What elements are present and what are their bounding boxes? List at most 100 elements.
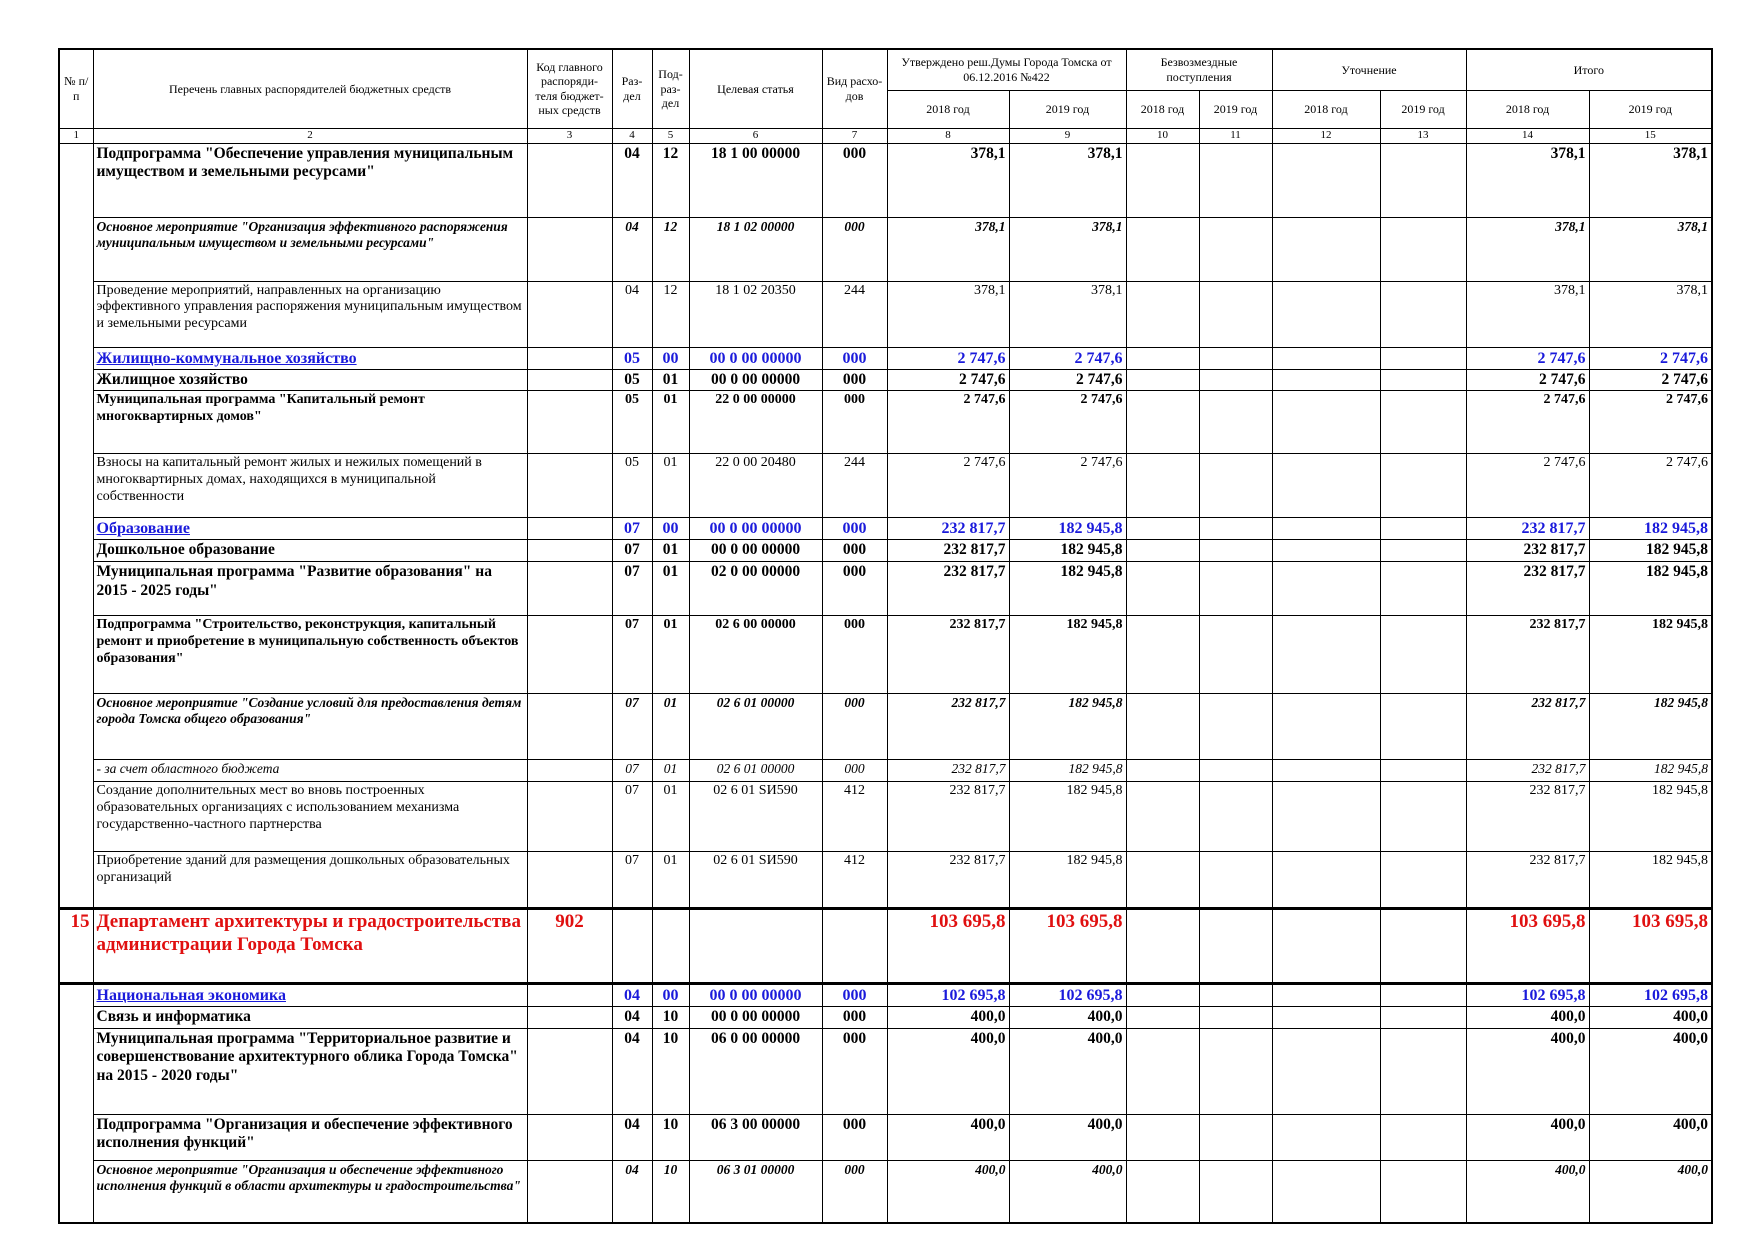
cell: 412	[821, 781, 888, 853]
cell: 06 0 00 00000	[688, 1027, 823, 1115]
cell	[59, 539, 94, 562]
cell: 00 0 00 00000	[688, 346, 823, 370]
cell	[1379, 142, 1467, 218]
header-group: Итого	[1465, 48, 1713, 91]
cell	[1125, 1159, 1200, 1224]
cell: 378,1	[886, 216, 1010, 282]
cell: 2 747,6	[1588, 390, 1713, 455]
cell	[59, 1028, 94, 1115]
cell: 000	[821, 142, 888, 218]
cell	[1379, 759, 1467, 783]
cell: 04	[611, 983, 653, 1008]
cell	[1198, 1159, 1273, 1224]
cell: 232 817,7	[886, 517, 1010, 541]
cell: 102 695,8	[1588, 983, 1713, 1008]
cell	[1271, 615, 1381, 695]
header-year: 2019 год	[1008, 89, 1127, 129]
cell: 378,1	[886, 142, 1010, 218]
cell	[1125, 615, 1200, 695]
cell	[1198, 539, 1273, 563]
cell	[59, 983, 94, 1007]
cell	[1198, 453, 1273, 519]
cell: 232 817,7	[1465, 759, 1590, 783]
column-number: 5	[651, 127, 690, 144]
cell	[1271, 851, 1381, 910]
column-number: 14	[1465, 127, 1590, 144]
cell: 15	[59, 907, 94, 986]
cell: Основное мероприятие "Организация и обес…	[92, 1159, 528, 1224]
cell	[1198, 390, 1273, 455]
cell	[1379, 216, 1467, 282]
cell: 378,1	[1465, 280, 1590, 348]
cell: 182 945,8	[1588, 851, 1713, 910]
cell	[1379, 1027, 1467, 1115]
cell: 182 945,8	[1008, 851, 1127, 910]
cell: 2 747,6	[1465, 453, 1590, 519]
cell: Муниципальная программа "Капитальный рем…	[92, 390, 528, 455]
cell: 2 747,6	[1465, 368, 1590, 392]
cell: Муниципальная программа "Развитие образо…	[92, 561, 528, 617]
cell: 000	[821, 983, 888, 1008]
cell: 000	[821, 615, 888, 695]
column-number: 10	[1125, 127, 1200, 144]
cell	[59, 347, 94, 370]
cell	[59, 781, 94, 852]
cell: 06 3 00 00000	[688, 1113, 823, 1161]
cell	[1271, 390, 1381, 455]
cell	[1198, 346, 1273, 370]
cell	[1198, 759, 1273, 783]
cell	[1271, 781, 1381, 853]
cell: 00 0 00 00000	[688, 1006, 823, 1029]
cell: 400,0	[1008, 1027, 1127, 1115]
cell	[1379, 453, 1467, 519]
cell	[1271, 1113, 1381, 1161]
cell: 000	[821, 561, 888, 617]
cell: 04	[611, 1006, 653, 1029]
cell: Взносы на капитальный ремонт жилых и неж…	[92, 453, 528, 519]
cell: 902	[526, 907, 613, 986]
cell	[1271, 907, 1381, 986]
cell	[526, 1113, 613, 1161]
cell	[1379, 983, 1467, 1008]
cell: 00 0 00 00000	[688, 539, 823, 563]
cell: 10	[651, 1027, 690, 1115]
cell: 000	[821, 368, 888, 392]
cell	[1379, 280, 1467, 348]
cell	[1198, 615, 1273, 695]
header-cell: № п/п	[58, 48, 94, 129]
cell: 2 747,6	[1008, 346, 1127, 370]
cell: 07	[611, 539, 653, 563]
cell	[1198, 1027, 1273, 1115]
cell	[59, 759, 94, 782]
cell	[1125, 759, 1200, 783]
cell: 2 747,6	[1465, 346, 1590, 370]
cell: 182 945,8	[1008, 759, 1127, 783]
cell	[1198, 851, 1273, 910]
cell	[59, 561, 94, 616]
cell	[1271, 453, 1381, 519]
cell: 400,0	[1008, 1159, 1127, 1224]
header-group: Безвозмездные поступления	[1125, 48, 1273, 91]
table-row: Подпрограмма "Организация и обеспечение …	[59, 1113, 1713, 1161]
cell: 02 6 01 SИ590	[688, 781, 823, 853]
cell: 07	[611, 759, 653, 783]
cell	[526, 390, 613, 455]
table-row: Связь и информатика 04 10 00 0 00 00000 000 4…	[59, 1006, 1713, 1029]
cell: 02 6 01 00000	[688, 759, 823, 783]
cell: 232 817,7	[886, 693, 1010, 761]
cell: 103 695,8	[886, 907, 1010, 986]
cell: Подпрограмма "Организация и обеспечение …	[92, 1113, 528, 1161]
cell: 01	[651, 615, 690, 695]
cell: 01	[651, 453, 690, 519]
cell: 400,0	[1465, 1027, 1590, 1115]
cell: 2 747,6	[886, 453, 1010, 519]
cell: 01	[651, 368, 690, 392]
cell: 244	[821, 280, 888, 348]
cell	[1271, 1006, 1381, 1029]
cell: Связь и информатика	[92, 1006, 528, 1029]
cell: 2 747,6	[1008, 390, 1127, 455]
table-row: Муниципальная программа "Территориальное…	[59, 1027, 1713, 1115]
cell: 400,0	[1588, 1027, 1713, 1115]
cell: 05	[611, 390, 653, 455]
cell: 232 817,7	[1465, 693, 1590, 761]
